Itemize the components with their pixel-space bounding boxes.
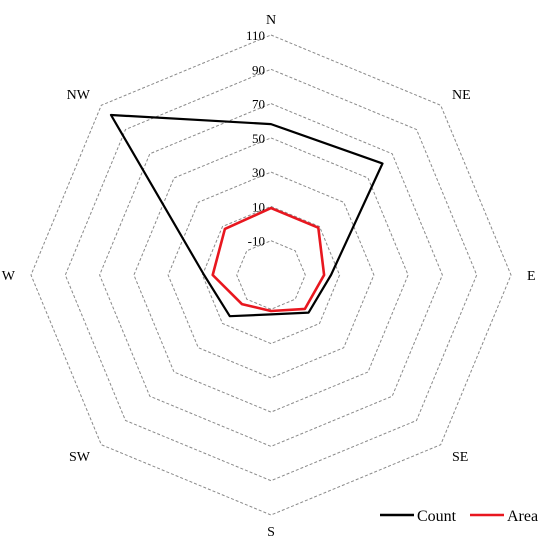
series-layer: [111, 115, 383, 316]
grid-layer: [31, 35, 511, 515]
grid-ring: [168, 172, 374, 378]
direction-label-layer: N NE E SE S SW W NW: [2, 13, 536, 540]
grid-ring: [134, 138, 408, 412]
grid-ring: [31, 35, 511, 515]
legend-label-area: Area: [507, 508, 538, 525]
r-tick-label: 50: [252, 131, 265, 146]
direction-label-s: S: [267, 525, 275, 540]
grid-ring: [237, 241, 306, 310]
direction-label-se: SE: [452, 450, 468, 465]
direction-label-n: N: [266, 13, 276, 28]
direction-label-w: W: [2, 269, 16, 284]
grid-ring: [65, 69, 476, 480]
r-tick-label: -10: [248, 234, 265, 249]
legend-label-count: Count: [417, 508, 457, 525]
direction-label-nw: NW: [67, 88, 91, 103]
r-tick-label: 70: [252, 97, 265, 112]
direction-label-sw: SW: [69, 450, 91, 465]
r-tick-label: 30: [252, 165, 265, 180]
r-tick-label: 110: [246, 28, 265, 43]
grid-ring: [100, 104, 443, 447]
series-line-count: [111, 115, 383, 316]
direction-label-ne: NE: [452, 88, 471, 103]
r-tick-label: 90: [252, 62, 265, 77]
direction-label-e: E: [527, 269, 536, 284]
legend: Count Area: [380, 508, 538, 525]
